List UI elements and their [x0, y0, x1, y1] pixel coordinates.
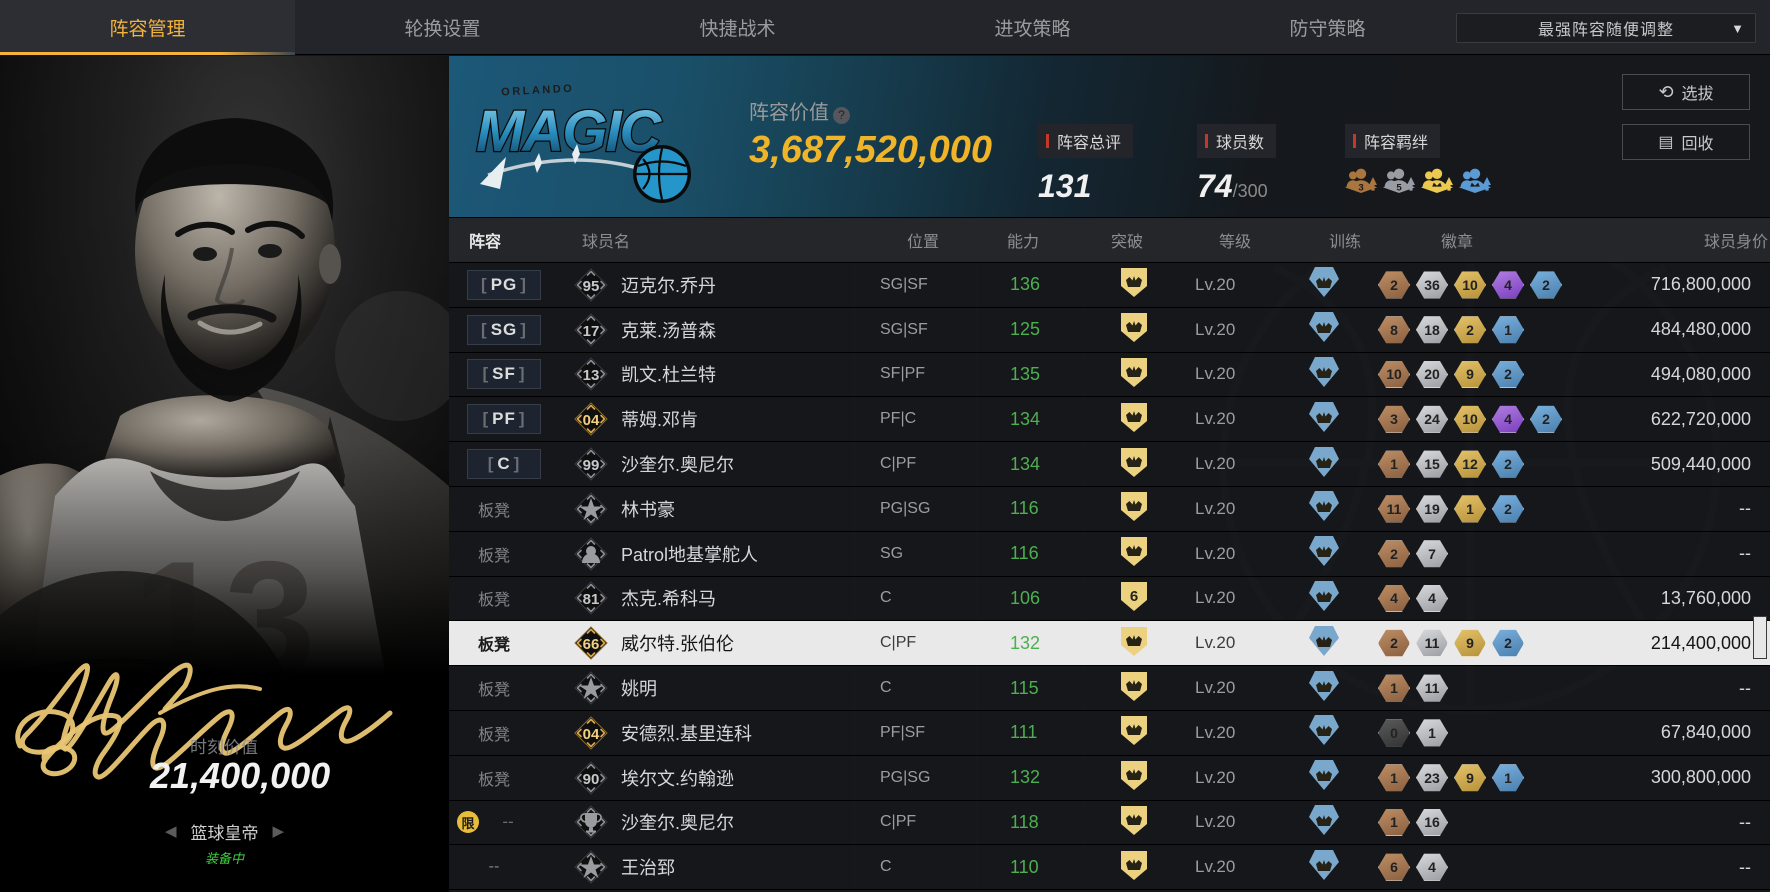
svg-text:04: 04: [583, 726, 600, 743]
svg-text:99: 99: [583, 457, 600, 474]
svg-text:66: 66: [583, 636, 600, 653]
svg-text:13: 13: [583, 367, 600, 384]
svg-text:04: 04: [583, 412, 600, 429]
svg-text:6: 6: [1130, 588, 1138, 605]
svg-text:95: 95: [583, 278, 600, 295]
svg-text:MAGIC: MAGIC: [476, 99, 662, 164]
svg-text:5: 5: [1396, 183, 1402, 194]
svg-text:3: 3: [1358, 183, 1363, 194]
svg-text:ORLANDO: ORLANDO: [501, 83, 575, 99]
svg-text:90: 90: [583, 771, 600, 788]
svg-text:81: 81: [583, 591, 600, 608]
svg-text:17: 17: [583, 323, 600, 340]
